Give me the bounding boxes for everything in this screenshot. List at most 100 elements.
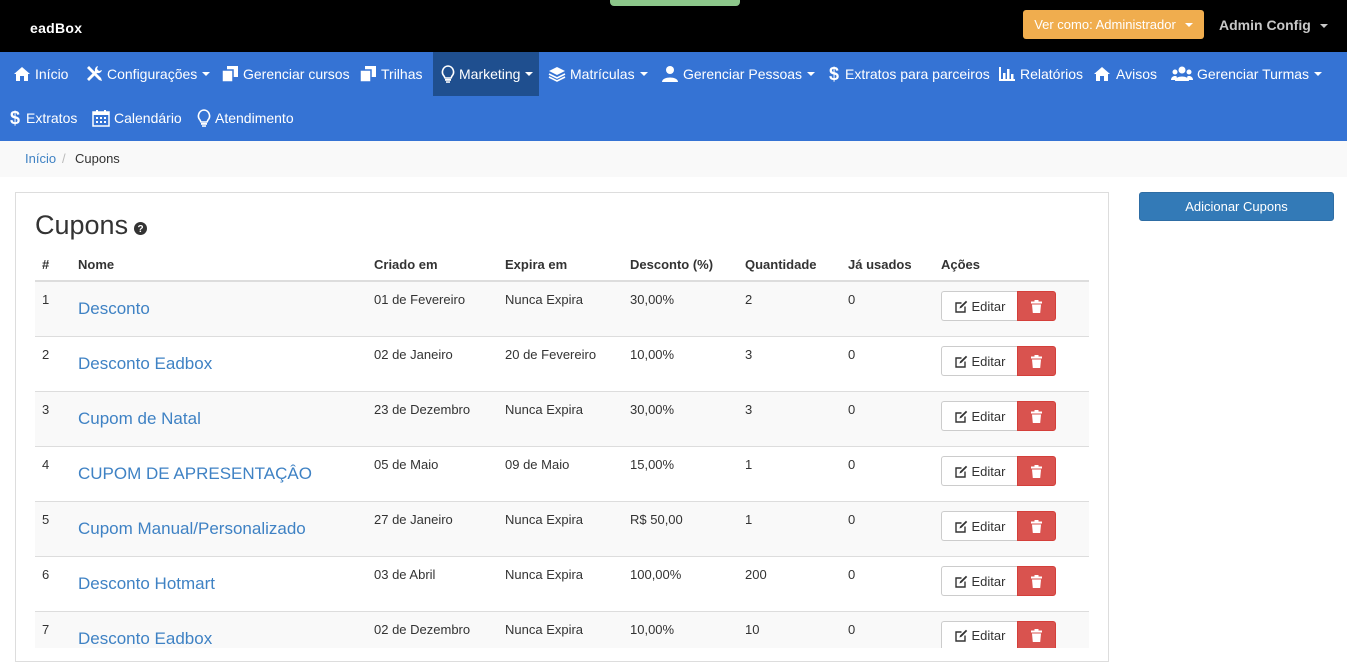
row-discount: 10,00% xyxy=(630,347,675,362)
edit-button[interactable]: Editar xyxy=(941,346,1018,376)
calendar-icon xyxy=(92,110,110,127)
nav-item-avisos[interactable]: Avisos xyxy=(1086,52,1163,96)
row-used: 0 xyxy=(848,512,856,527)
table-row: 3 Cupom de Natal 23 de Dezembro Nunca Ex… xyxy=(35,392,1089,447)
coupon-name-link[interactable]: Desconto Hotmart xyxy=(78,574,215,593)
dollar-icon: $ xyxy=(829,65,839,83)
users-icon xyxy=(1171,66,1193,81)
row-num: 6 xyxy=(42,567,50,582)
row-expires: Nunca Expira xyxy=(505,292,584,307)
row-discount: 100,00% xyxy=(630,567,682,582)
edit-label: Editar xyxy=(971,627,1006,643)
edit-button[interactable]: Editar xyxy=(941,566,1018,596)
question-circle-icon[interactable]: ? xyxy=(134,222,147,235)
row-discount: 15,00% xyxy=(630,457,675,472)
table-row: 7 Desconto Eadbox 02 de Dezembro Nunca E… xyxy=(35,612,1089,648)
edit-button[interactable]: Editar xyxy=(941,621,1018,648)
breadcrumb-home-link[interactable]: Início xyxy=(25,151,57,166)
nav-item-extratos-parceiros[interactable]: $ Extratos para parceiros xyxy=(823,52,996,96)
coupon-name-link[interactable]: Desconto xyxy=(78,299,150,318)
green-tab xyxy=(610,0,740,6)
nav-label: Trilhas xyxy=(381,66,423,82)
row-expires: Nunca Expira xyxy=(505,567,584,582)
admin-menu-label: Admin Config xyxy=(1219,17,1311,33)
row-used: 0 xyxy=(848,622,856,637)
nav-item-gerenciar-pessoas[interactable]: Gerenciar Pessoas xyxy=(655,52,821,96)
row-num: 5 xyxy=(42,512,50,527)
nav-item-marketing[interactable]: Marketing xyxy=(433,52,539,96)
nav-label: Início xyxy=(35,66,69,82)
row-num: 7 xyxy=(42,622,50,637)
row-used: 0 xyxy=(848,292,856,307)
delete-button[interactable] xyxy=(1017,621,1056,648)
row-expires: Nunca Expira xyxy=(505,402,584,417)
row-num: 1 xyxy=(42,292,50,307)
nav-item-trilhas[interactable]: Trilhas xyxy=(353,52,429,96)
nav-item-atendimento[interactable]: Atendimento xyxy=(191,96,300,140)
page-title: Cupons xyxy=(35,210,129,240)
row-created: 01 de Fevereiro xyxy=(374,292,466,307)
breadcrumb xyxy=(0,141,1347,177)
coupon-name-link[interactable]: Cupom Manual/Personalizado xyxy=(78,519,306,538)
delete-button[interactable] xyxy=(1017,511,1056,541)
delete-button[interactable] xyxy=(1017,291,1056,321)
chevron-down-icon xyxy=(807,72,816,76)
trash-icon xyxy=(1031,354,1042,368)
nav-item-calendario[interactable]: Calendário xyxy=(86,96,188,140)
edit-label: Editar xyxy=(971,353,1006,369)
delete-button[interactable] xyxy=(1017,401,1056,431)
edit-button[interactable]: Editar xyxy=(941,401,1018,431)
breadcrumb-separator: / xyxy=(62,151,66,166)
edit-button[interactable]: Editar xyxy=(941,511,1018,541)
delete-button[interactable] xyxy=(1017,346,1056,376)
nav-item-extratos[interactable]: $ Extratos xyxy=(4,96,83,140)
copy-icon xyxy=(221,66,238,83)
nav-item-configuracoes[interactable]: Configurações xyxy=(79,52,216,96)
nav-label: Configurações xyxy=(107,66,198,82)
view-as-button[interactable]: Ver como: Administrador xyxy=(1023,10,1204,39)
row-num: 4 xyxy=(42,457,50,472)
nav-item-gerenciar-cursos[interactable]: Gerenciar cursos xyxy=(215,52,356,96)
add-coupon-button[interactable]: Adicionar Cupons xyxy=(1139,192,1334,221)
coupon-name-link[interactable]: CUPOM DE APRESENTAÇÂO xyxy=(78,464,312,483)
trash-icon xyxy=(1031,574,1042,588)
chevron-down-icon xyxy=(525,72,534,76)
delete-button[interactable] xyxy=(1017,566,1056,596)
trash-icon xyxy=(1031,409,1042,423)
row-num: 3 xyxy=(42,402,50,417)
home-icon xyxy=(14,67,30,81)
svg-text:$: $ xyxy=(10,109,20,127)
nav-label: Relatórios xyxy=(1020,66,1084,82)
nav-item-inicio[interactable]: Início xyxy=(7,52,74,96)
row-quantity: 1 xyxy=(745,512,753,527)
nav-label: Avisos xyxy=(1116,66,1157,82)
lightbulb-icon xyxy=(197,109,211,127)
row-expires: 20 de Fevereiro xyxy=(505,347,597,362)
row-expires: Nunca Expira xyxy=(505,622,584,637)
brand-logo[interactable]: eadBox xyxy=(30,20,83,36)
nav-item-matriculas[interactable]: Matrículas xyxy=(542,52,654,96)
coupon-name-link[interactable]: Desconto Eadbox xyxy=(78,354,213,373)
wrench-icon xyxy=(87,66,102,81)
row-discount: R$ 50,00 xyxy=(630,512,683,527)
table-header-divider xyxy=(35,280,1089,282)
admin-menu[interactable]: Admin Config xyxy=(1219,17,1328,33)
edit-button[interactable]: Editar xyxy=(941,456,1018,486)
edit-button[interactable]: Editar xyxy=(941,291,1018,321)
nav-item-relatorios[interactable]: Relatórios xyxy=(992,52,1089,96)
nav-label: Calendário xyxy=(114,110,182,126)
col-header-expires: Expira em xyxy=(505,257,568,272)
layers-icon xyxy=(548,67,566,82)
coupon-name-link[interactable]: Cupom de Natal xyxy=(78,409,201,428)
row-discount: 30,00% xyxy=(630,402,675,417)
row-created: 03 de Abril xyxy=(374,567,436,582)
edit-label: Editar xyxy=(971,573,1006,589)
row-discount: 10,00% xyxy=(630,622,675,637)
view-as-label: Ver como: Administrador xyxy=(1034,17,1176,32)
delete-button[interactable] xyxy=(1017,456,1056,486)
coupon-name-link[interactable]: Desconto Eadbox xyxy=(78,629,213,648)
row-expires: 09 de Maio xyxy=(505,457,570,472)
row-num: 2 xyxy=(42,347,50,362)
nav-item-gerenciar-turmas[interactable]: Gerenciar Turmas xyxy=(1165,52,1328,96)
row-created: 02 de Dezembro xyxy=(374,622,471,637)
